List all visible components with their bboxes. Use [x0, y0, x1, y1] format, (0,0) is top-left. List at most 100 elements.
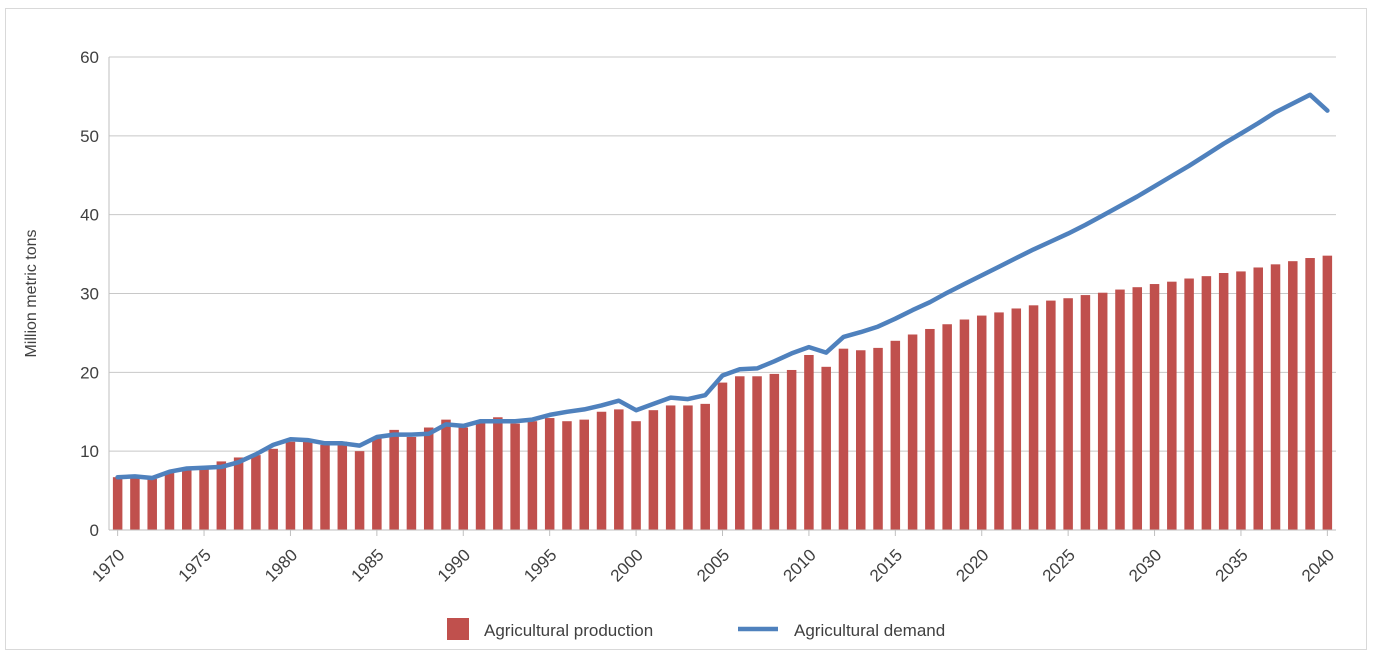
- production-bar-2039: [1305, 258, 1315, 530]
- production-bar-1973: [164, 472, 175, 530]
- production-bar-2015: [890, 340, 901, 530]
- production-bar-1981: [302, 441, 313, 530]
- production-bar-2032: [1184, 278, 1194, 530]
- production-bar-2016: [907, 334, 918, 530]
- production-bar-2035: [1236, 271, 1246, 530]
- production-bar-1975: [199, 469, 209, 530]
- x-tick-label-1985: 1985: [348, 545, 388, 585]
- production-bar-2026: [1080, 295, 1091, 530]
- demand-line: [115, 92, 1330, 481]
- y-axis-title: Million metric tons: [23, 229, 40, 357]
- y-tick-label-10: 10: [80, 442, 99, 461]
- production-bar-2006: [735, 376, 745, 530]
- production-bar-2002: [665, 405, 676, 530]
- production-bar-1971: [130, 476, 140, 530]
- production-bar-2028: [1115, 289, 1125, 530]
- x-tick-label-2010: 2010: [780, 545, 820, 585]
- production-bar-2001: [648, 410, 659, 530]
- y-tick-label-20: 20: [80, 363, 99, 382]
- production-bar-2033: [1201, 276, 1212, 530]
- production-bar-2008: [769, 373, 780, 530]
- production-bar-1993: [510, 423, 520, 530]
- production-bar-1995: [544, 418, 555, 530]
- production-bar-2010: [804, 354, 814, 530]
- production-bar-1994: [527, 421, 538, 530]
- production-bar-2018: [942, 324, 952, 530]
- production-bar-2009: [786, 369, 797, 530]
- y-tick-label-0: 0: [90, 521, 99, 540]
- production-bar-1991: [475, 421, 486, 530]
- x-tick-label-1975: 1975: [175, 545, 215, 585]
- production-bar-2030: [1149, 284, 1160, 530]
- production-bar-1987: [406, 436, 417, 530]
- production-bar-1985: [372, 437, 382, 530]
- production-bar-1992: [493, 417, 503, 530]
- production-bar-1998: [596, 411, 607, 530]
- production-bar-2012: [838, 348, 849, 530]
- production-bar-2014: [873, 347, 883, 530]
- y-tick-label-30: 30: [80, 285, 99, 304]
- production-bar-2013: [856, 350, 866, 530]
- production-bar-1996: [562, 421, 572, 530]
- y-tick-label-50: 50: [80, 127, 99, 146]
- legend: Agricultural production Agricultural dem…: [447, 618, 945, 640]
- production-bar-2027: [1097, 292, 1108, 530]
- production-bar-2037: [1270, 264, 1281, 530]
- x-tick-label-1990: 1990: [434, 545, 474, 585]
- production-bar-2003: [683, 405, 693, 530]
- y-tick-labels: 0 10 20 30 40 50 60: [80, 48, 99, 540]
- x-tick-label-2020: 2020: [952, 545, 992, 585]
- production-bar-1974: [182, 470, 192, 530]
- production-bar-1980: [285, 441, 296, 530]
- production-bar-1983: [337, 441, 348, 530]
- production-bar-2034: [1218, 273, 1229, 530]
- x-tick-label-1995: 1995: [520, 545, 560, 585]
- x-tick-label-2035: 2035: [1212, 545, 1252, 585]
- production-bar-1978: [251, 455, 261, 530]
- production-bar-2022: [1011, 308, 1022, 530]
- production-bar-1986: [389, 429, 399, 530]
- production-bar-2025: [1063, 298, 1073, 530]
- y-tick-label-40: 40: [80, 206, 99, 225]
- chart-frame: 0 10 20 30 40 50 60 1970 1975 1980 1985 1990 1995 20…: [5, 8, 1367, 650]
- production-bar-1970: [112, 477, 123, 530]
- production-bar-2019: [959, 319, 970, 530]
- x-tick-label-2025: 2025: [1039, 545, 1079, 585]
- production-bar-2036: [1253, 267, 1263, 530]
- production-bar-1977: [233, 457, 244, 530]
- production-bar-2021: [994, 312, 1004, 530]
- production-bar-2011: [821, 366, 831, 530]
- production-bar-2029: [1132, 287, 1143, 530]
- x-tick-label-2005: 2005: [693, 545, 733, 585]
- y-tick-label-60: 60: [80, 48, 99, 67]
- x-tick-label-2000: 2000: [607, 545, 647, 585]
- production-bar-1982: [320, 444, 330, 530]
- x-tick-label-1970: 1970: [88, 545, 128, 585]
- legend-demand-label: Agricultural demand: [794, 621, 945, 640]
- production-bar-1997: [579, 419, 589, 530]
- production-bar-2024: [1046, 300, 1056, 530]
- production-bar-2040: [1322, 255, 1333, 530]
- production-bar-2023: [1028, 305, 1039, 530]
- production-bar-1989: [441, 419, 451, 530]
- production-bar-1988: [423, 427, 434, 530]
- production-bar-1984: [354, 451, 365, 530]
- production-bar-2020: [976, 315, 987, 530]
- production-bar-2017: [925, 328, 935, 530]
- production-bar-1979: [268, 448, 278, 530]
- x-tick-label-1980: 1980: [261, 545, 301, 585]
- production-bar-2000: [631, 421, 641, 530]
- production-bar-2038: [1288, 261, 1298, 530]
- x-tick-label-2040: 2040: [1298, 545, 1338, 585]
- production-bar-1999: [614, 409, 624, 530]
- production-bar-2031: [1167, 281, 1177, 530]
- axes: [108, 57, 1336, 536]
- production-bar-1976: [216, 461, 227, 530]
- x-tick-label-2015: 2015: [866, 545, 906, 585]
- chart-canvas: 0 10 20 30 40 50 60 1970 1975 1980 1985 1990 1995 20…: [23, 48, 1338, 640]
- demand-line-layer: [115, 92, 1330, 481]
- production-bar-2007: [752, 376, 762, 530]
- x-tick-labels: 1970 1975 1980 1985 1990 1995 2000 2005 2010 2015…: [88, 545, 1338, 585]
- gridlines: [109, 56, 1336, 452]
- production-bar-2005: [717, 382, 728, 530]
